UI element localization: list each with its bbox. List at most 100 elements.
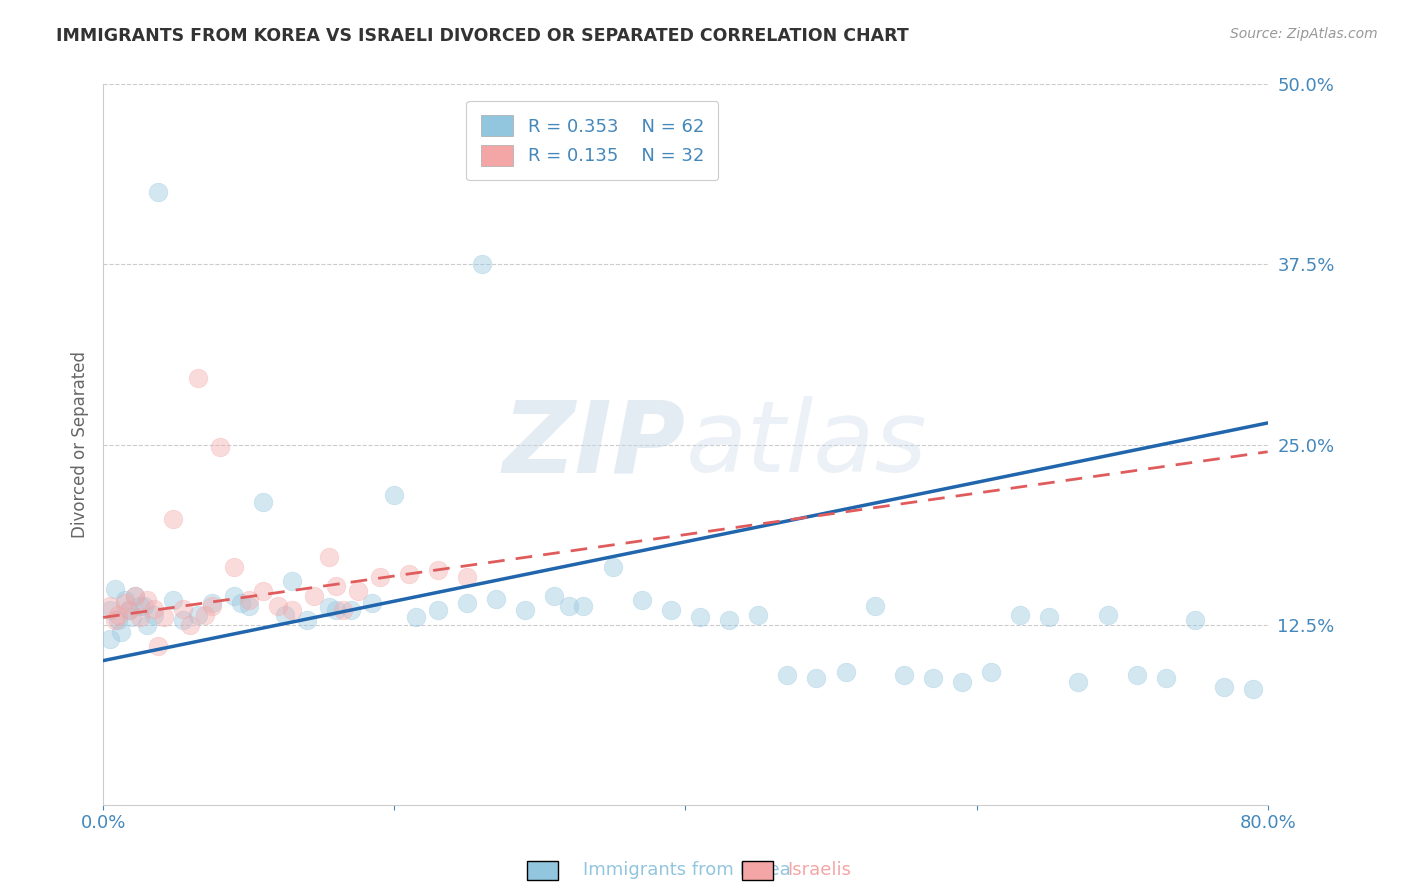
Point xyxy=(238,599,260,613)
Point xyxy=(834,665,856,680)
Point xyxy=(630,593,652,607)
Point xyxy=(162,512,184,526)
Point xyxy=(143,601,166,615)
Point xyxy=(135,593,157,607)
Point xyxy=(485,591,508,606)
Point xyxy=(121,610,143,624)
Point xyxy=(1067,675,1090,690)
Point xyxy=(325,579,347,593)
Point xyxy=(776,668,799,682)
Point xyxy=(515,603,537,617)
Point xyxy=(572,599,595,613)
Point xyxy=(950,675,973,690)
Point xyxy=(124,589,146,603)
Point xyxy=(267,599,290,613)
Point xyxy=(426,603,449,617)
Point xyxy=(135,617,157,632)
Point xyxy=(980,665,1002,680)
Point xyxy=(172,601,194,615)
Point xyxy=(128,610,150,624)
Point xyxy=(893,668,915,682)
Point xyxy=(118,603,141,617)
Point xyxy=(252,584,274,599)
Point xyxy=(718,613,741,627)
Point xyxy=(114,596,136,610)
Legend: R = 0.353    N = 62, R = 0.135    N = 32: R = 0.353 N = 62, R = 0.135 N = 32 xyxy=(467,101,718,180)
Point xyxy=(302,589,325,603)
Point xyxy=(281,574,304,589)
Point xyxy=(295,613,318,627)
Point xyxy=(187,607,209,622)
Point xyxy=(124,589,146,603)
Point xyxy=(1097,607,1119,622)
Point xyxy=(318,600,340,615)
Point xyxy=(224,589,246,603)
Point xyxy=(1125,668,1147,682)
Point xyxy=(405,610,427,624)
Text: IMMIGRANTS FROM KOREA VS ISRAELI DIVORCED OR SEPARATED CORRELATION CHART: IMMIGRANTS FROM KOREA VS ISRAELI DIVORCE… xyxy=(56,27,910,45)
Point xyxy=(100,632,122,646)
Point xyxy=(806,671,828,685)
Point xyxy=(747,607,769,622)
Point xyxy=(118,603,141,617)
Point xyxy=(1213,680,1236,694)
Point xyxy=(148,186,170,200)
Point xyxy=(114,593,136,607)
Point xyxy=(1038,610,1060,624)
Point xyxy=(1154,671,1177,685)
Point xyxy=(104,582,127,596)
Point xyxy=(281,603,304,617)
Point xyxy=(659,603,682,617)
Point xyxy=(347,584,370,599)
Point xyxy=(224,560,246,574)
Point xyxy=(339,603,361,617)
Point xyxy=(162,593,184,607)
Point xyxy=(332,603,354,617)
Point xyxy=(274,607,297,622)
Point xyxy=(110,624,132,639)
Text: Source: ZipAtlas.com: Source: ZipAtlas.com xyxy=(1230,27,1378,41)
Point xyxy=(471,258,494,272)
Point xyxy=(153,610,176,624)
Point xyxy=(921,671,943,685)
Point xyxy=(456,570,478,584)
Point xyxy=(602,560,624,574)
Y-axis label: Divorced or Separated: Divorced or Separated xyxy=(72,351,89,538)
Point xyxy=(1010,607,1032,622)
Point xyxy=(201,596,224,610)
Point xyxy=(187,371,209,385)
Point xyxy=(456,596,478,610)
Point xyxy=(318,549,340,564)
Point xyxy=(689,610,711,624)
Point xyxy=(179,617,201,632)
Point xyxy=(194,607,217,622)
Point xyxy=(143,607,166,622)
Point xyxy=(382,488,405,502)
Text: Immigrants from Korea: Immigrants from Korea xyxy=(583,861,792,879)
Point xyxy=(252,495,274,509)
Point xyxy=(558,599,581,613)
Point xyxy=(104,613,127,627)
Point xyxy=(231,596,253,610)
Point xyxy=(100,599,122,613)
Point xyxy=(426,563,449,577)
Point xyxy=(100,603,122,617)
Point xyxy=(132,599,155,613)
Point xyxy=(398,567,420,582)
Point xyxy=(172,613,194,627)
Text: Israelis: Israelis xyxy=(787,861,852,879)
Text: atlas: atlas xyxy=(685,396,927,493)
Point xyxy=(201,599,224,613)
Point xyxy=(208,441,231,455)
Point xyxy=(128,599,150,613)
Point xyxy=(1184,613,1206,627)
Point xyxy=(368,570,391,584)
Point xyxy=(1241,682,1264,697)
Point xyxy=(325,603,347,617)
Point xyxy=(148,639,170,653)
Point xyxy=(543,589,565,603)
Point xyxy=(361,596,384,610)
Text: ZIP: ZIP xyxy=(502,396,685,493)
Point xyxy=(238,593,260,607)
Point xyxy=(107,607,129,622)
